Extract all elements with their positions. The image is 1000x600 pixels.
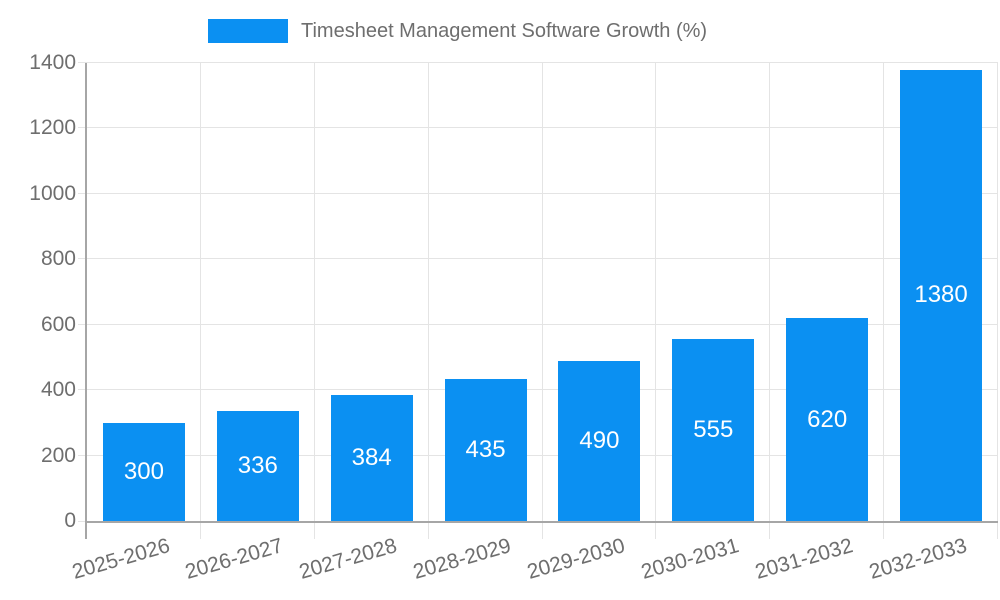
gridline-h	[78, 258, 998, 260]
bar-2031-2032[interactable]: 620	[786, 318, 869, 521]
y-tick-label: 1400	[29, 51, 76, 74]
y-tick-label: 400	[40, 378, 76, 402]
bar-2025-2026[interactable]: 300	[102, 422, 185, 521]
y-tick-label: 1200	[29, 116, 76, 140]
y-tick-label: 200	[40, 443, 76, 467]
x-tick-label: 2032-2033	[866, 534, 970, 584]
gridline-h	[78, 127, 998, 129]
y-axis-zero-tick	[78, 521, 87, 522]
bar-value-label: 1380	[914, 281, 968, 309]
bar-value-label: 384	[351, 444, 392, 472]
gridline-v	[997, 63, 998, 539]
x-tick-label: 2031-2032	[752, 534, 856, 584]
y-axis-line	[85, 63, 87, 539]
bar-2032-2033[interactable]: 1380	[900, 69, 983, 521]
gridline-v	[883, 63, 885, 539]
bar-2029-2030[interactable]: 490	[558, 360, 641, 521]
x-tick-label: 2027-2028	[296, 534, 400, 584]
gridline-h	[78, 389, 998, 391]
bar-value-label: 435	[465, 435, 506, 463]
legend-item[interactable]: Timesheet Management Software Growth (%)	[208, 19, 707, 43]
gridline-h	[78, 454, 998, 456]
bar-value-label: 555	[693, 416, 734, 444]
x-tick-label: 2025-2026	[69, 534, 173, 584]
gridline-h	[78, 323, 998, 325]
x-tick-label: 2028-2029	[410, 534, 514, 584]
gridline-h	[78, 192, 998, 194]
y-tick-label: 1000	[29, 181, 76, 205]
gridline-v	[313, 63, 315, 539]
legend-swatch-icon	[208, 19, 288, 43]
bar-value-label: 336	[237, 452, 278, 480]
plot-area: 300 336 384 435 490 555 620 1380	[78, 62, 998, 539]
bar-value-label: 300	[123, 457, 164, 485]
bar-2030-2031[interactable]: 555	[672, 339, 755, 521]
bar-2026-2027[interactable]: 336	[216, 411, 299, 521]
bar-value-label: 490	[579, 426, 620, 454]
gridline-v	[541, 63, 543, 539]
y-tick-label: 0	[64, 509, 76, 532]
x-tick-label: 2030-2031	[638, 534, 742, 584]
gridline-v	[427, 63, 429, 539]
gridline-v	[199, 63, 201, 539]
x-tick-label: 2026-2027	[182, 534, 286, 584]
bar-2028-2029[interactable]: 435	[444, 378, 527, 521]
bar-2027-2028[interactable]: 384	[330, 395, 413, 521]
x-tick-label: 2029-2030	[524, 534, 628, 584]
gridline-v	[769, 63, 771, 539]
gridline-v	[655, 63, 657, 539]
bar-value-label: 620	[807, 405, 848, 433]
legend-label: Timesheet Management Software Growth (%)	[301, 19, 708, 42]
gridline-h	[78, 62, 998, 63]
y-tick-label: 800	[40, 247, 76, 271]
y-tick-label: 600	[40, 312, 76, 336]
x-axis-line	[85, 521, 998, 523]
